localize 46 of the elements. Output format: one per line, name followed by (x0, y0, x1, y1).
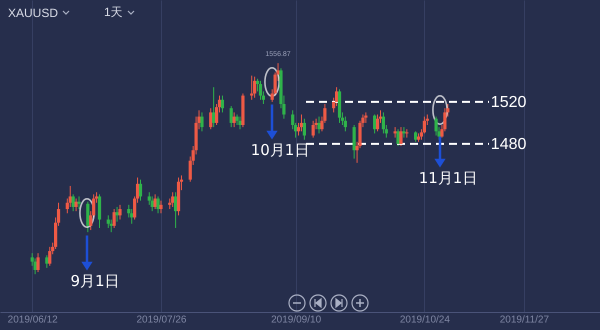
x-tick-label: 2019/06/12 (8, 314, 58, 326)
candlestick (174, 192, 178, 228)
candlestick (212, 86, 216, 128)
annotation: XAUUSD (8, 6, 58, 20)
x-tick-label: 2019/10/24 (400, 314, 450, 326)
candlestick (235, 114, 239, 126)
candlestick (200, 112, 204, 132)
candlestick (86, 201, 90, 233)
candlestick (258, 80, 262, 100)
candlestick (106, 214, 110, 228)
x-tick-label: 2019/09/10 (271, 314, 322, 326)
candlestick (399, 126, 403, 147)
candlestick (312, 120, 315, 138)
candlestick (72, 194, 75, 212)
candlestick (232, 112, 236, 128)
candlestick (352, 124, 356, 160)
candlestick (396, 128, 400, 147)
x-tick-label: 2019/11/27 (500, 314, 550, 326)
candlestick (382, 112, 386, 134)
candlestick (154, 194, 157, 210)
candlestick (115, 206, 119, 222)
candlestick (156, 196, 160, 214)
candlestick (118, 204, 122, 220)
annotation: 11月1日 (418, 169, 478, 187)
annotation: 9月1日 (70, 272, 120, 290)
candlestick (434, 116, 438, 136)
candlestick (74, 198, 78, 212)
ref-line-label: 1480 (490, 136, 526, 153)
candlestick (250, 75, 254, 100)
annotation: 1天 (104, 4, 123, 21)
candlestick (138, 179, 142, 202)
candlestick (302, 118, 306, 140)
candlestick (77, 196, 81, 210)
candlestick (376, 114, 380, 132)
candlestick (209, 108, 212, 130)
ref-line-label: 1520 (490, 94, 526, 111)
candlestick (98, 194, 102, 228)
candlestick (253, 76, 256, 98)
annotation: 10月1日 (250, 141, 310, 159)
candlestick (48, 246, 52, 266)
candlestick (112, 208, 116, 228)
candlestick (373, 114, 376, 134)
candlestick (36, 252, 40, 273)
candlestick (150, 196, 154, 212)
candlestick (230, 106, 233, 128)
x-tick-label: 2019/07/26 (136, 314, 187, 326)
